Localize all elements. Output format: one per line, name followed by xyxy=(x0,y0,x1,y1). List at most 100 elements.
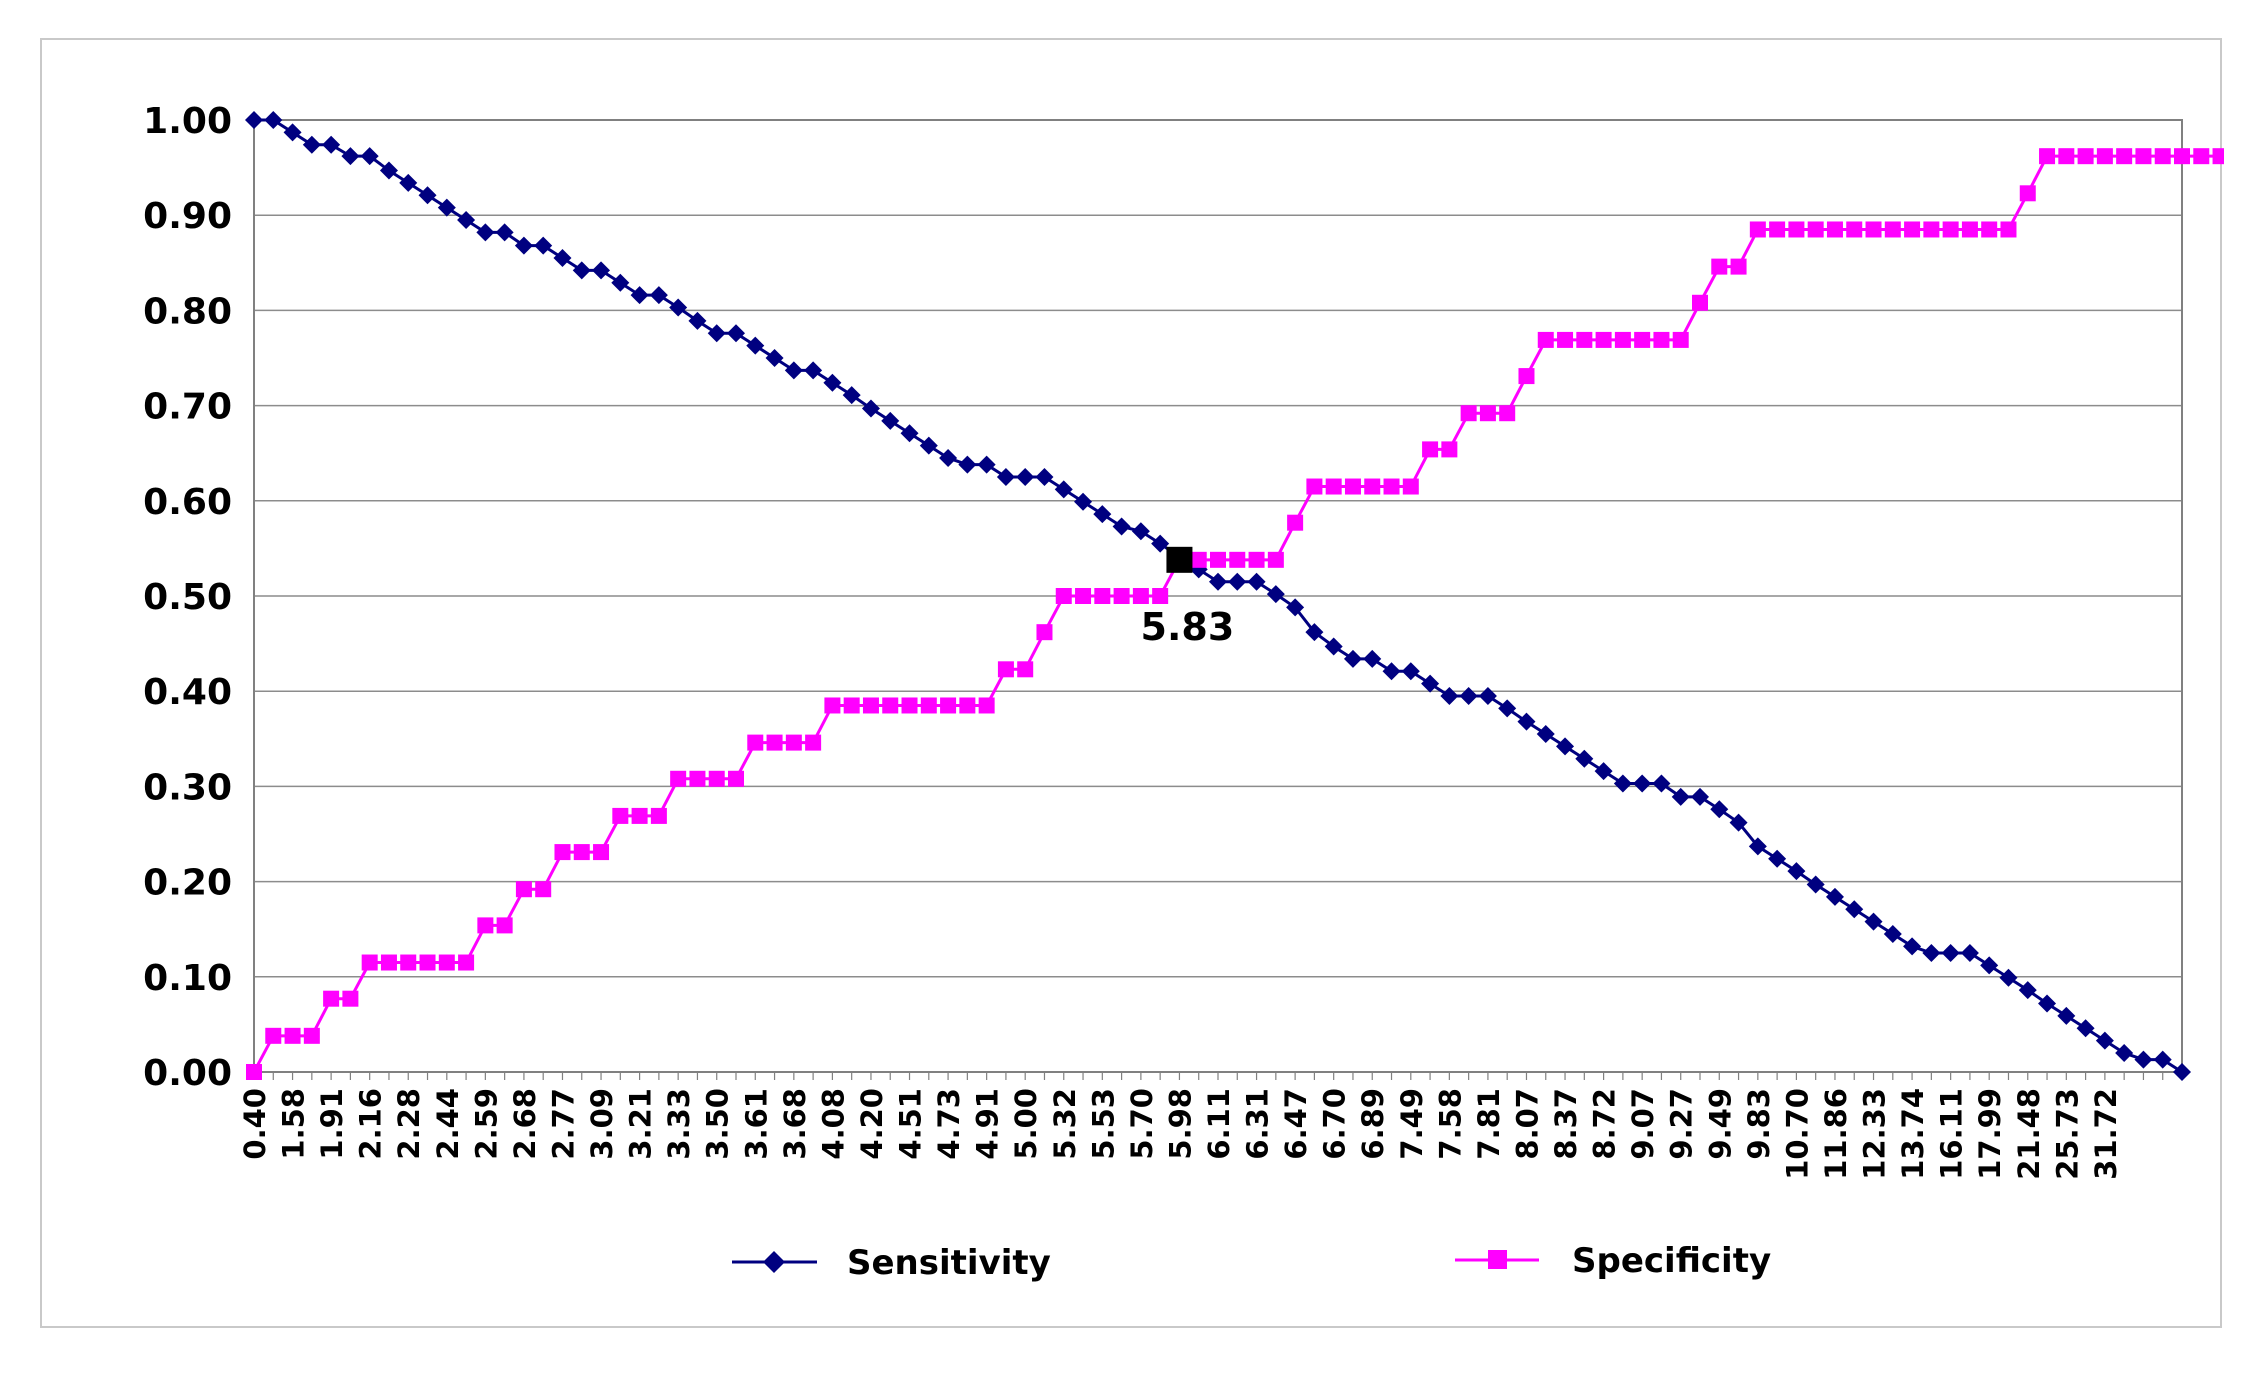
specificity-point xyxy=(2174,148,2190,165)
x-tick-label: 21.48 xyxy=(2012,1088,2046,1180)
specificity-point xyxy=(1961,221,1978,238)
specificity-point xyxy=(1884,221,1901,238)
specificity-point xyxy=(1634,331,1651,348)
sensitivity-point xyxy=(1922,944,1941,962)
y-tick-label: 0.60 xyxy=(143,482,232,523)
x-tick-label: 3.68 xyxy=(778,1088,812,1160)
sensitivity-point xyxy=(322,135,341,154)
specificity-point xyxy=(458,954,475,971)
sensitivity-point xyxy=(1768,849,1787,868)
specificity-point xyxy=(477,917,494,934)
sensitivity-point xyxy=(900,424,919,443)
specificity-point xyxy=(805,734,822,751)
sensitivity-point xyxy=(746,336,765,355)
x-tick-label: 3.09 xyxy=(585,1088,619,1160)
specificity-point xyxy=(824,697,841,714)
sensitivity-point xyxy=(1536,725,1555,744)
y-tick-label: 0.50 xyxy=(143,577,232,618)
sensitivity-point xyxy=(1806,875,1825,894)
specificity-point xyxy=(1075,588,1092,604)
specificity-point xyxy=(901,697,918,714)
sensitivity-point xyxy=(1517,712,1536,731)
sensitivity-point xyxy=(495,223,514,242)
specificity-point xyxy=(2135,148,2152,165)
sensitivity-point xyxy=(1941,944,1960,962)
specificity-point xyxy=(1267,551,1284,568)
sensitivity-point xyxy=(861,399,880,418)
specificity-point xyxy=(1537,331,1554,348)
sensitivity-point xyxy=(572,261,591,280)
y-tick-label: 1.00 xyxy=(143,101,232,142)
specificity-point xyxy=(1557,331,1574,348)
sensitivity-point xyxy=(707,324,726,343)
sensitivity-point xyxy=(1401,662,1420,681)
sensitivity-point xyxy=(1999,968,2018,987)
sensitivity-point xyxy=(341,147,360,166)
specificity-point xyxy=(1383,478,1400,495)
chart-frame: 0.00 0.10 0.20 0.30 0.40 0.50 0.60 0.70 0.80 0.90… xyxy=(40,38,2224,1328)
sensitivity-point xyxy=(457,210,476,229)
sensitivity-point xyxy=(1093,505,1112,524)
sensitivity-point xyxy=(1324,637,1343,656)
x-tick-label: 3.21 xyxy=(624,1088,658,1160)
x-tick-label: 4.20 xyxy=(855,1088,889,1160)
specificity-point xyxy=(1229,551,1246,568)
x-tick-label: 7.81 xyxy=(1472,1088,1506,1160)
sensitivity-point xyxy=(1671,787,1690,806)
x-tick-label: 31.72 xyxy=(2089,1088,2123,1180)
specificity-point xyxy=(1846,221,1863,238)
x-tick-label: 5.32 xyxy=(1048,1088,1082,1160)
specificity-point xyxy=(1306,478,1323,495)
x-tick-label: 17.99 xyxy=(1973,1088,2007,1180)
y-tick-label: 0.10 xyxy=(143,958,232,999)
sensitivity-point xyxy=(302,135,321,154)
specificity-point xyxy=(419,954,436,971)
specificity-point xyxy=(1576,331,1593,348)
specificity-point xyxy=(1807,221,1824,238)
specificity-point xyxy=(997,661,1014,678)
specificity-point xyxy=(1942,221,1959,238)
sensitivity-point xyxy=(1363,649,1382,668)
sensitivity-point xyxy=(514,236,533,255)
x-tick-label: 6.31 xyxy=(1241,1088,1275,1160)
y-tick-label: 0.20 xyxy=(143,863,232,904)
sensitivity-point xyxy=(1498,699,1517,718)
specificity-point xyxy=(1132,588,1149,604)
x-tick-label: 5.00 xyxy=(1009,1088,1043,1160)
specificity-point xyxy=(1788,221,1805,238)
sensitivity-point xyxy=(2076,1019,2095,1038)
x-tick-label: 16.11 xyxy=(1935,1088,1969,1180)
specificity-point xyxy=(1769,221,1786,238)
x-tick-label: 25.73 xyxy=(2050,1088,2084,1180)
y-tick-label: 0.90 xyxy=(143,196,232,237)
specificity-point xyxy=(438,954,455,971)
specificity-point xyxy=(535,881,552,898)
x-tick-label: 7.49 xyxy=(1395,1088,1429,1160)
specificity-point xyxy=(708,770,725,787)
sensitivity-point xyxy=(1903,937,1922,956)
cutoff-label: 5.83 xyxy=(1141,605,1235,649)
specificity-point xyxy=(882,697,899,714)
sensitivity-point xyxy=(1054,480,1073,499)
sensitivity-point xyxy=(939,448,958,467)
sensitivity-point xyxy=(379,161,398,180)
sensitivity-point xyxy=(2134,1050,2153,1069)
specificity-point xyxy=(2077,148,2094,165)
sensitivity-point xyxy=(2173,1063,2191,1081)
sensitivity-point xyxy=(399,173,418,192)
specificity-point xyxy=(978,697,995,714)
x-tick-label: 4.08 xyxy=(816,1088,850,1160)
x-tick-label: 4.73 xyxy=(932,1088,966,1160)
specificity-point xyxy=(1152,588,1169,604)
sensitivity-point xyxy=(1266,585,1285,604)
sensitivity-point xyxy=(553,249,572,268)
sensitivity-point xyxy=(2115,1043,2134,1062)
sensitivity-point xyxy=(1421,674,1440,693)
specificity-point xyxy=(400,954,417,971)
specificity-point xyxy=(2193,148,2210,165)
x-tick-label: 3.33 xyxy=(662,1088,696,1160)
specificity-point xyxy=(2212,148,2224,165)
specificity-point xyxy=(843,697,860,714)
specificity-point xyxy=(1518,368,1535,385)
specificity-point xyxy=(1017,661,1034,678)
